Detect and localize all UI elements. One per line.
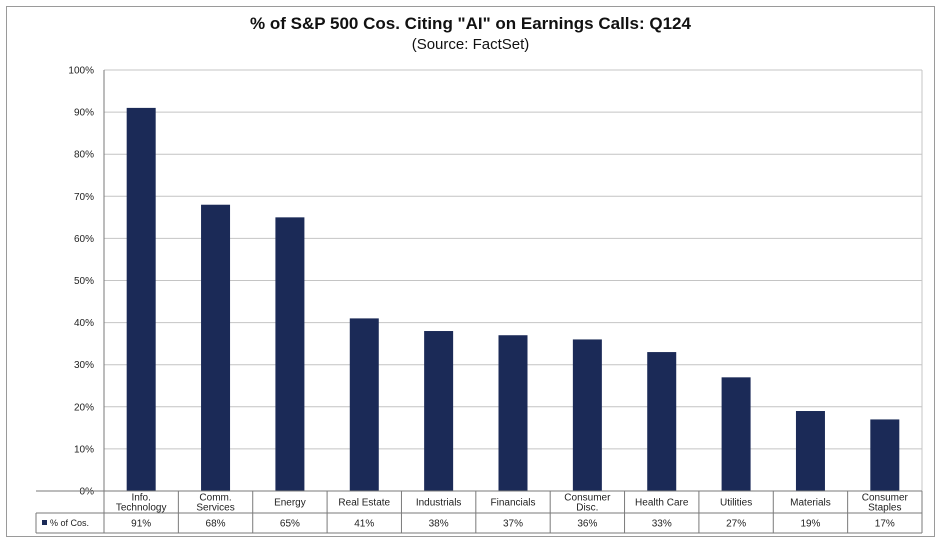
data-label: 37% bbox=[503, 519, 523, 530]
x-category-label: Disc. bbox=[576, 503, 598, 514]
bar bbox=[275, 217, 305, 491]
bar bbox=[721, 377, 751, 491]
y-tick-label: 60% bbox=[74, 234, 94, 245]
legend-label: % of Cos. bbox=[50, 518, 89, 528]
y-tick-label: 70% bbox=[74, 192, 94, 203]
x-category-label: Consumer bbox=[862, 493, 909, 504]
chart-subtitle: (Source: FactSet) bbox=[411, 36, 530, 53]
x-category-label: Energy bbox=[274, 498, 306, 509]
bar bbox=[126, 107, 156, 491]
data-label: 41% bbox=[354, 519, 374, 530]
data-label: 33% bbox=[652, 519, 672, 530]
y-tick-label: 100% bbox=[68, 66, 94, 77]
y-tick-label: 50% bbox=[74, 276, 94, 287]
data-label: 36% bbox=[577, 519, 597, 530]
x-category-label: Technology bbox=[116, 503, 167, 514]
bar bbox=[424, 331, 454, 491]
data-label: 68% bbox=[206, 519, 226, 530]
bar bbox=[572, 339, 602, 491]
bar bbox=[349, 318, 379, 491]
data-label: 91% bbox=[131, 519, 151, 530]
y-tick-label: 10% bbox=[74, 444, 94, 455]
data-label: 38% bbox=[429, 519, 449, 530]
x-category-label: Industrials bbox=[416, 498, 462, 509]
x-category-label: Consumer bbox=[564, 493, 611, 504]
data-label: 19% bbox=[800, 519, 820, 530]
x-category-label: Health Care bbox=[635, 498, 689, 509]
data-label: 65% bbox=[280, 519, 300, 530]
data-label: 27% bbox=[726, 519, 746, 530]
chart-title: % of S&P 500 Cos. Citing "AI" on Earning… bbox=[250, 14, 691, 33]
bar bbox=[201, 204, 231, 491]
x-category-label: Materials bbox=[790, 498, 831, 509]
y-tick-label: 90% bbox=[74, 108, 94, 119]
x-category-label: Staples bbox=[868, 503, 901, 514]
x-category-label: Comm. bbox=[199, 493, 231, 504]
y-tick-label: 20% bbox=[74, 402, 94, 413]
bar bbox=[870, 419, 900, 491]
x-category-label: Info. bbox=[131, 493, 150, 504]
y-tick-label: 30% bbox=[74, 360, 94, 371]
x-category-label: Utilities bbox=[720, 498, 752, 509]
legend-swatch bbox=[42, 520, 47, 525]
y-tick-label: 40% bbox=[74, 318, 94, 329]
x-category-label: Financials bbox=[490, 498, 535, 509]
bar bbox=[795, 411, 825, 491]
x-category-label: Services bbox=[196, 503, 234, 514]
y-tick-label: 0% bbox=[80, 487, 95, 498]
y-tick-label: 80% bbox=[74, 150, 94, 161]
bar bbox=[498, 335, 528, 491]
x-category-label: Real Estate bbox=[338, 498, 390, 509]
bar bbox=[647, 352, 677, 491]
data-label: 17% bbox=[875, 519, 895, 530]
